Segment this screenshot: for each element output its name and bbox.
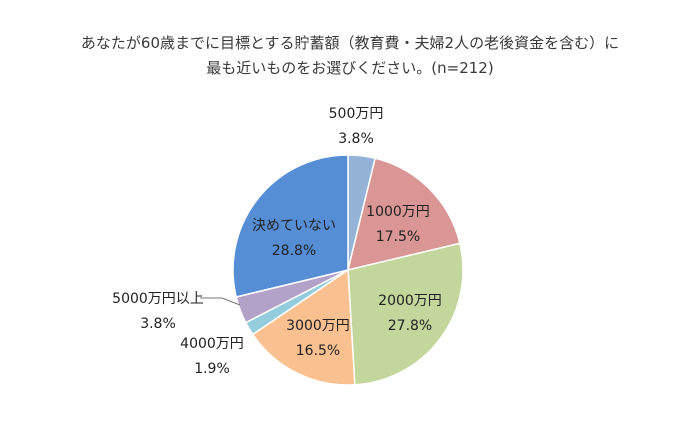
slice-label-7: 決めていない [252, 218, 336, 234]
slice-value-3: 27.8% [388, 318, 432, 334]
slice-label-4: 3000万円 [286, 318, 350, 334]
slice-value-7: 28.8% [272, 243, 316, 259]
slice-label-1: 500万円 [329, 106, 384, 122]
slice-value-1: 3.8% [338, 131, 374, 147]
pie-slice-7 [232, 154, 349, 298]
slice-value-2: 17.5% [376, 229, 420, 245]
slice-label-6: 5000万円以上 [112, 291, 204, 307]
chart-title-line-2: 最も近いものをお選びください。(n=212) [206, 59, 494, 77]
pie-slice-4 [251, 268, 356, 386]
slice-label-2: 1000万円 [366, 204, 430, 220]
slice-value-5: 1.9% [194, 361, 230, 377]
leader-line [200, 297, 241, 306]
slice-label-5: 4000万円 [180, 336, 244, 352]
slice-value-4: 16.5% [296, 343, 340, 359]
chart-title-line-1: あなたが60歳までに目標とする貯蓄額（教育費・夫婦2人の老後資金を含む）に [80, 34, 620, 52]
pie-slice-2 [346, 157, 461, 272]
slice-value-6: 3.8% [140, 316, 176, 332]
slice-label-3: 2000万円 [378, 293, 442, 309]
pie-slice-3 [347, 242, 464, 386]
